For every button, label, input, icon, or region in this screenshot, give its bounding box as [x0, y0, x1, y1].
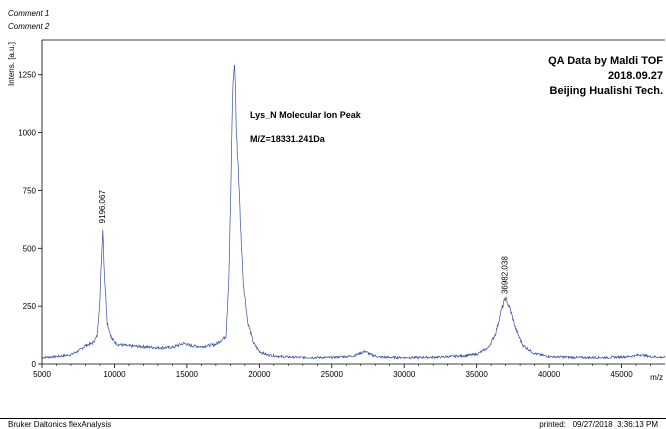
y-tick-label: 1250: [18, 71, 36, 80]
spectrum-series-line: [41, 64, 666, 360]
footer-printed: printed: 09/27/2018 3:36:13 PM: [539, 420, 658, 429]
y-tick-label: 1000: [18, 129, 36, 138]
y-tick-label: 500: [23, 244, 37, 253]
x-tick-label: 35000: [466, 370, 489, 379]
annotation-mz-value: M/Z=18331.241Da: [250, 134, 326, 144]
footer-software-name: Bruker Daltonics flexAnalysis: [8, 420, 112, 429]
info-line: 2018.09.27: [608, 70, 663, 82]
x-tick-label: 25000: [321, 370, 344, 379]
x-tick-label: 20000: [248, 370, 271, 379]
y-tick-label: 750: [23, 186, 37, 195]
x-tick-label: 10000: [103, 370, 126, 379]
x-tick-label: 40000: [538, 370, 561, 379]
x-tick-label: 15000: [176, 370, 199, 379]
x-axis-label: m/z: [650, 373, 663, 382]
y-tick-label: 250: [23, 302, 37, 311]
footer-divider: [0, 418, 666, 419]
printed-label: printed:: [539, 420, 566, 429]
printed-timestamp: 09/27/2018 3:36:13 PM: [572, 420, 658, 429]
comment-2: Comment 2: [8, 22, 50, 31]
info-line: Beijing Hualishi Tech.: [550, 85, 663, 97]
comment-1: Comment 1: [8, 9, 50, 18]
info-line: QA Data by Maldi TOF: [548, 55, 663, 67]
x-tick-label: 45000: [610, 370, 633, 379]
annotation-molecular-ion-peak: Lys_N Molecular Ion Peak: [250, 110, 362, 120]
x-tick-label: 30000: [393, 370, 416, 379]
y-axis-label: Intens. [a.u.]: [7, 42, 16, 86]
y-tick-label: 0: [32, 360, 37, 369]
peak-label: 36982.038: [500, 256, 509, 294]
peak-label: 9196.067: [98, 190, 107, 224]
x-tick-label: 5000: [33, 370, 51, 379]
